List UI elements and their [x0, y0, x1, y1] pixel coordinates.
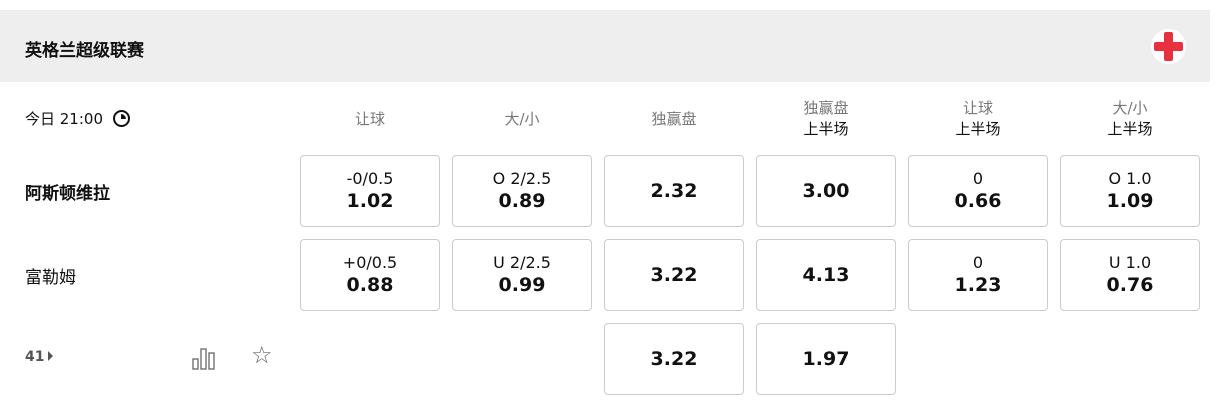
- odds-value: 1.09: [1106, 190, 1154, 212]
- odds-line: U 1.0: [1108, 253, 1152, 272]
- odds-button[interactable]: +0/0.5 0.88: [300, 239, 440, 311]
- odds-value: 2.32: [650, 180, 698, 202]
- column-header-main: 让球: [962, 99, 993, 117]
- match-time-text: 今日 21:00: [25, 110, 103, 128]
- team-name: 阿斯顿维拉: [25, 184, 110, 204]
- odds-button[interactable]: 0 0.66: [908, 155, 1048, 227]
- column-header: 让球: [300, 96, 440, 142]
- odds-line: O 2/2.5: [492, 169, 552, 188]
- odds-button[interactable]: -0/0.5 1.02: [300, 155, 440, 227]
- odds-value: 1.02: [346, 190, 394, 212]
- column-header: 独赢盘 上半场: [756, 96, 896, 142]
- odds-value: 0.76: [1106, 274, 1154, 296]
- column-header: 大/小: [452, 96, 592, 142]
- column-header-sub: 上半场: [803, 120, 849, 138]
- column-header: 让球 上半场: [908, 96, 1048, 142]
- england-flag-icon: [1151, 29, 1186, 64]
- column-header-main: 独赢盘: [803, 99, 849, 117]
- odds-button[interactable]: 0 1.23: [908, 239, 1048, 311]
- column-header: 独赢盘: [604, 96, 744, 142]
- column-header-sub: 上半场: [1107, 120, 1153, 138]
- odds-value: 3.00: [802, 180, 850, 202]
- league-header[interactable]: 英格兰超级联赛: [0, 10, 1210, 82]
- odds-button[interactable]: 2.32: [604, 155, 744, 227]
- team-name: 富勒姆: [25, 268, 76, 288]
- odds-button[interactable]: 3.22: [604, 239, 744, 311]
- odds-value: 0.89: [498, 190, 546, 212]
- odds-line: -0/0.5: [346, 169, 394, 188]
- odds-button[interactable]: 3.00: [756, 155, 896, 227]
- odds-button[interactable]: O 2/2.5 0.89: [452, 155, 592, 227]
- clock-icon: [113, 110, 130, 127]
- odds-line: O 1.0: [1108, 169, 1152, 188]
- odds-line: U 2/2.5: [493, 253, 551, 272]
- odds-value: 1.97: [802, 348, 850, 370]
- odds-value: 3.22: [650, 348, 698, 370]
- odds-value: 0.88: [346, 274, 394, 296]
- odds-value: 4.13: [802, 264, 850, 286]
- odds-line: 0: [972, 253, 984, 272]
- odds-button[interactable]: O 1.0 1.09: [1060, 155, 1200, 227]
- odds-button[interactable]: U 2/2.5 0.99: [452, 239, 592, 311]
- match-time: 今日 21:00: [25, 108, 130, 129]
- odds-button[interactable]: U 1.0 0.76: [1060, 239, 1200, 311]
- caret-right-icon: [48, 351, 54, 361]
- odds-line: +0/0.5: [342, 253, 398, 272]
- odds-line: 0: [972, 169, 984, 188]
- favorite-star-icon[interactable]: ☆: [251, 341, 273, 369]
- draw-odds-button[interactable]: 1.97: [756, 323, 896, 395]
- odds-value: 3.22: [650, 264, 698, 286]
- odds-button[interactable]: 4.13: [756, 239, 896, 311]
- column-header-main: 让球: [354, 109, 385, 128]
- odds-value: 1.23: [954, 274, 1002, 296]
- odds-value: 0.66: [954, 190, 1002, 212]
- draw-odds-button[interactable]: 3.22: [604, 323, 744, 395]
- column-header-main: 大/小: [504, 109, 540, 128]
- column-header: 大/小上半场: [1060, 96, 1200, 142]
- odds-value: 0.99: [498, 274, 546, 296]
- league-title: 英格兰超级联赛: [25, 41, 144, 61]
- more-count: 41: [25, 349, 45, 365]
- column-header-sub: 上半场: [955, 120, 1001, 138]
- more-markets-link[interactable]: 41: [25, 349, 54, 365]
- stats-icon[interactable]: [192, 346, 216, 370]
- column-header-main: 大/小: [1112, 99, 1148, 117]
- column-header-main: 独赢盘: [651, 109, 697, 128]
